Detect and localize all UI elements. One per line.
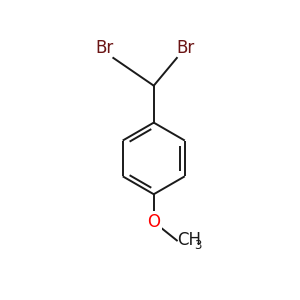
Text: O: O bbox=[147, 213, 160, 231]
Text: CH: CH bbox=[177, 231, 201, 249]
Text: Br: Br bbox=[95, 39, 113, 57]
Text: Br: Br bbox=[177, 39, 195, 57]
Text: 3: 3 bbox=[194, 238, 202, 252]
